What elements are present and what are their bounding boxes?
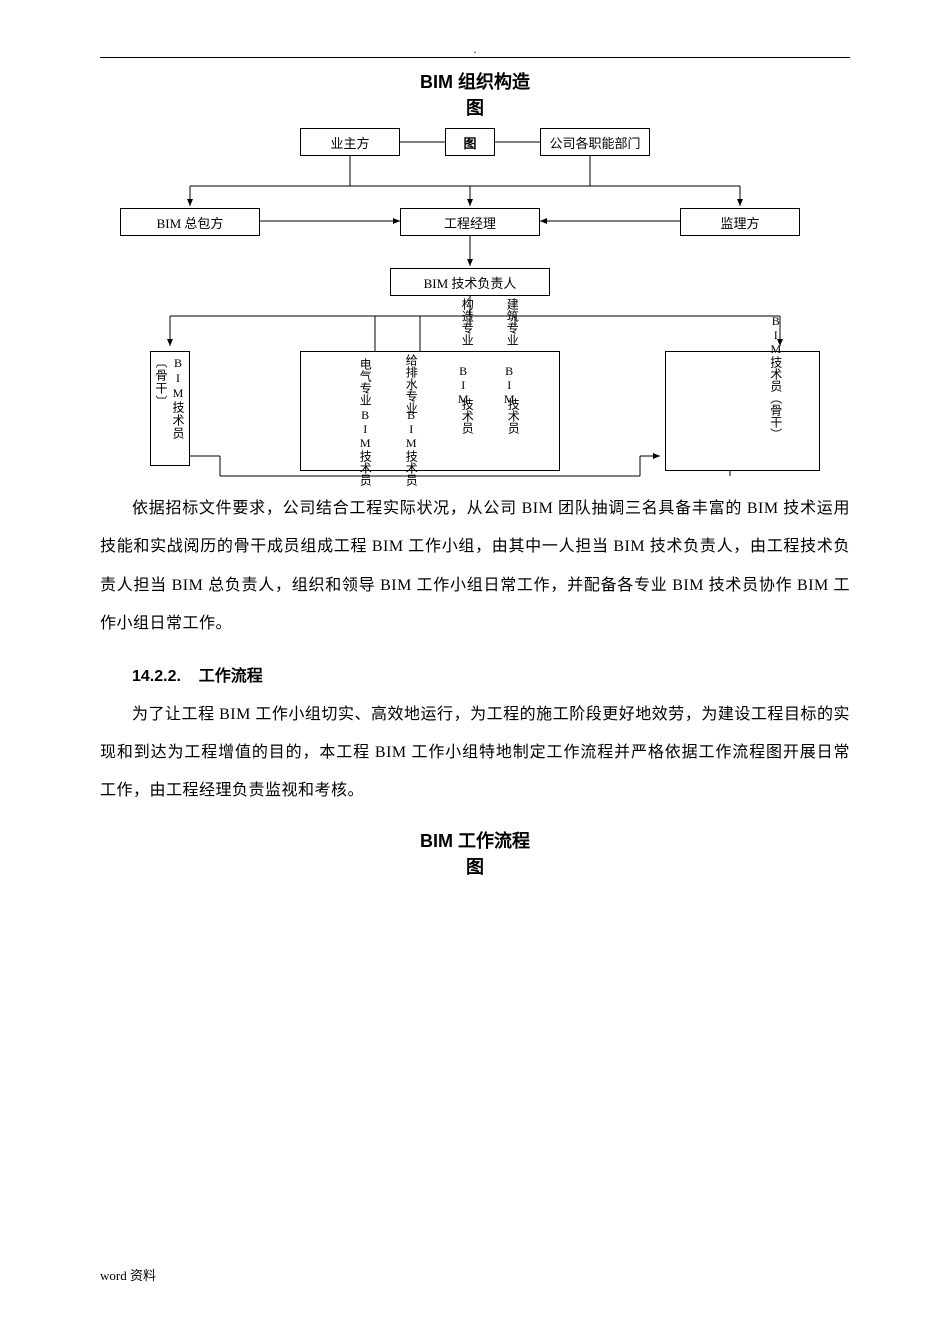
label-bim-tech1: BIM技术员 bbox=[358, 408, 371, 486]
right-cluster-frame bbox=[665, 351, 820, 471]
box-right-backbone: BIM技术员︵骨干︶ bbox=[768, 314, 782, 440]
top-dot: . bbox=[100, 42, 850, 57]
label-drain: 给排水专业 bbox=[404, 354, 417, 414]
section-title: 工作流程 bbox=[199, 668, 263, 685]
box-title-letter: 图 bbox=[445, 128, 495, 156]
footer-text: word 资料 bbox=[100, 1265, 156, 1284]
box-project-manager: 工程经理 bbox=[400, 208, 540, 236]
section-heading: 14.2.2. 工作流程 bbox=[100, 662, 850, 686]
diagram1-title-1: BIM 组织构造 bbox=[100, 68, 850, 94]
paragraph-2: 为了让工程 BIM 工作小组切实、高效地运行，为工程的施工阶段更好地效劳，为建设… bbox=[100, 696, 850, 811]
box-left-backbone: BIM技术员〔骨干〕 bbox=[150, 351, 190, 466]
label-elec: 电气专业 bbox=[358, 358, 371, 406]
section-number: 14.2.2. bbox=[132, 668, 181, 685]
label-bim-tech4: 技术员 bbox=[506, 398, 519, 434]
diagram2-title-2: 图 bbox=[100, 853, 850, 879]
diagram1-title-2: 图 bbox=[100, 94, 850, 120]
label-arch: 建筑专业 bbox=[505, 298, 518, 346]
top-rule bbox=[100, 57, 850, 58]
box-departments: 公司各职能部门 bbox=[540, 128, 650, 156]
box-owner: 业主方 bbox=[300, 128, 400, 156]
label-bim-tech3: 技术员 bbox=[460, 398, 473, 434]
box-supervisor: 监理方 bbox=[680, 208, 800, 236]
box-general-contractor: BIM 总包方 bbox=[120, 208, 260, 236]
label-bim-tech2: BIM技术员 bbox=[404, 408, 417, 486]
diagram2-title-1: BIM 工作流程 bbox=[100, 827, 850, 853]
label-structure: 构造专业 bbox=[460, 298, 473, 346]
box-tech-lead: BIM 技术负责人 bbox=[390, 268, 550, 296]
org-diagram: 业主方 图 公司各职能部门 BIM 总包方 工程经理 监理方 BIM 技术负责人… bbox=[100, 126, 850, 486]
center-cluster-frame bbox=[300, 351, 560, 471]
paragraph-1: 依据招标文件要求，公司结合工程实际状况，从公司 BIM 团队抽调三名具备丰富的 … bbox=[100, 490, 850, 644]
